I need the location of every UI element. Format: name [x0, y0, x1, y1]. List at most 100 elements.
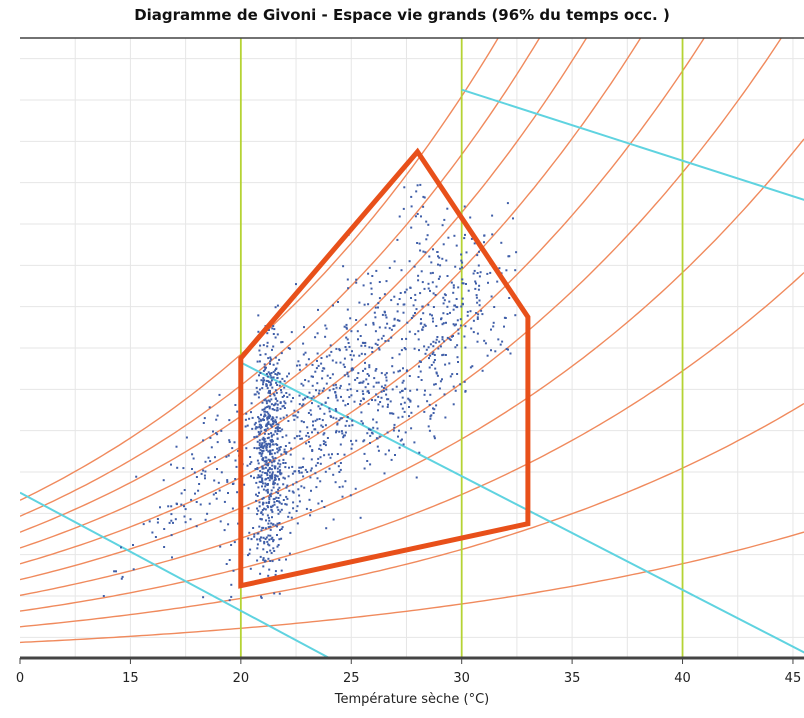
data-point [431, 281, 434, 284]
data-point [391, 356, 394, 359]
data-point [346, 308, 349, 311]
data-point [454, 346, 457, 349]
data-point [461, 282, 464, 285]
data-point [366, 390, 369, 393]
data-point [321, 389, 324, 392]
data-point [364, 367, 367, 370]
data-point [388, 449, 390, 452]
data-point [360, 420, 363, 423]
data-point [355, 281, 358, 284]
data-point [302, 353, 305, 356]
data-point [309, 445, 312, 448]
data-point [375, 269, 378, 272]
data-point [284, 402, 287, 405]
data-point [262, 565, 265, 568]
data-point [297, 360, 300, 363]
data-point [264, 406, 267, 409]
data-point [471, 365, 474, 368]
data-point [382, 387, 385, 389]
data-point [226, 480, 229, 483]
data-point [263, 439, 266, 442]
data-point [298, 394, 301, 397]
data-point [332, 304, 334, 307]
data-point [248, 417, 251, 420]
data-point [263, 410, 266, 413]
data-point [233, 541, 236, 544]
data-point [281, 436, 284, 439]
data-point [271, 560, 274, 563]
data-point [324, 335, 327, 338]
data-point [417, 405, 420, 408]
data-point [437, 263, 439, 266]
data-point [298, 434, 301, 437]
data-point [420, 270, 423, 273]
data-point [357, 338, 359, 341]
data-point [156, 518, 159, 520]
data-point [356, 330, 359, 333]
data-point [452, 323, 455, 326]
data-point [327, 396, 330, 399]
data-point [478, 284, 481, 287]
data-point [283, 450, 286, 453]
data-point [258, 501, 261, 504]
data-point [249, 456, 252, 458]
data-point [432, 306, 435, 308]
data-point [253, 447, 256, 449]
data-point [421, 328, 424, 331]
data-point [490, 349, 492, 352]
data-point [344, 480, 347, 483]
data-point [457, 332, 460, 335]
data-point [260, 413, 262, 416]
data-point [228, 441, 231, 443]
data-point [422, 195, 425, 198]
data-point [276, 475, 279, 478]
data-point [324, 424, 327, 427]
data-point [266, 345, 269, 348]
data-point [274, 467, 276, 470]
data-point [273, 482, 276, 485]
data-point [231, 483, 234, 485]
data-point [378, 435, 381, 438]
data-point [472, 331, 475, 334]
data-point [346, 338, 349, 341]
data-point [223, 529, 226, 532]
data-point [475, 294, 478, 297]
data-point [266, 411, 269, 414]
data-point [277, 492, 280, 495]
data-point [370, 293, 373, 296]
data-point [466, 314, 469, 317]
data-point [273, 420, 276, 423]
data-point [284, 462, 287, 464]
data-point [230, 583, 233, 586]
data-point [427, 303, 430, 306]
data-point [369, 463, 372, 466]
data-point [418, 242, 421, 245]
data-point [298, 500, 301, 503]
data-point [364, 353, 367, 356]
data-point [452, 284, 455, 287]
data-point [408, 330, 411, 333]
data-point [270, 424, 272, 427]
data-point [255, 379, 258, 382]
data-point [292, 501, 295, 504]
data-point [434, 341, 437, 344]
data-point [262, 383, 264, 386]
data-point [264, 429, 267, 432]
data-point [464, 325, 467, 328]
data-point [278, 558, 281, 561]
data-point [436, 251, 439, 253]
data-point [375, 368, 378, 370]
data-point [226, 479, 229, 482]
data-point [410, 226, 413, 229]
data-point [456, 306, 459, 309]
data-point [258, 505, 261, 508]
data-point [429, 272, 432, 275]
data-point [364, 386, 367, 389]
data-point [267, 357, 270, 360]
data-point [270, 452, 273, 455]
data-point [428, 429, 431, 432]
data-point [486, 272, 489, 275]
data-point [227, 523, 230, 526]
data-point [373, 377, 376, 380]
data-point [405, 337, 408, 340]
